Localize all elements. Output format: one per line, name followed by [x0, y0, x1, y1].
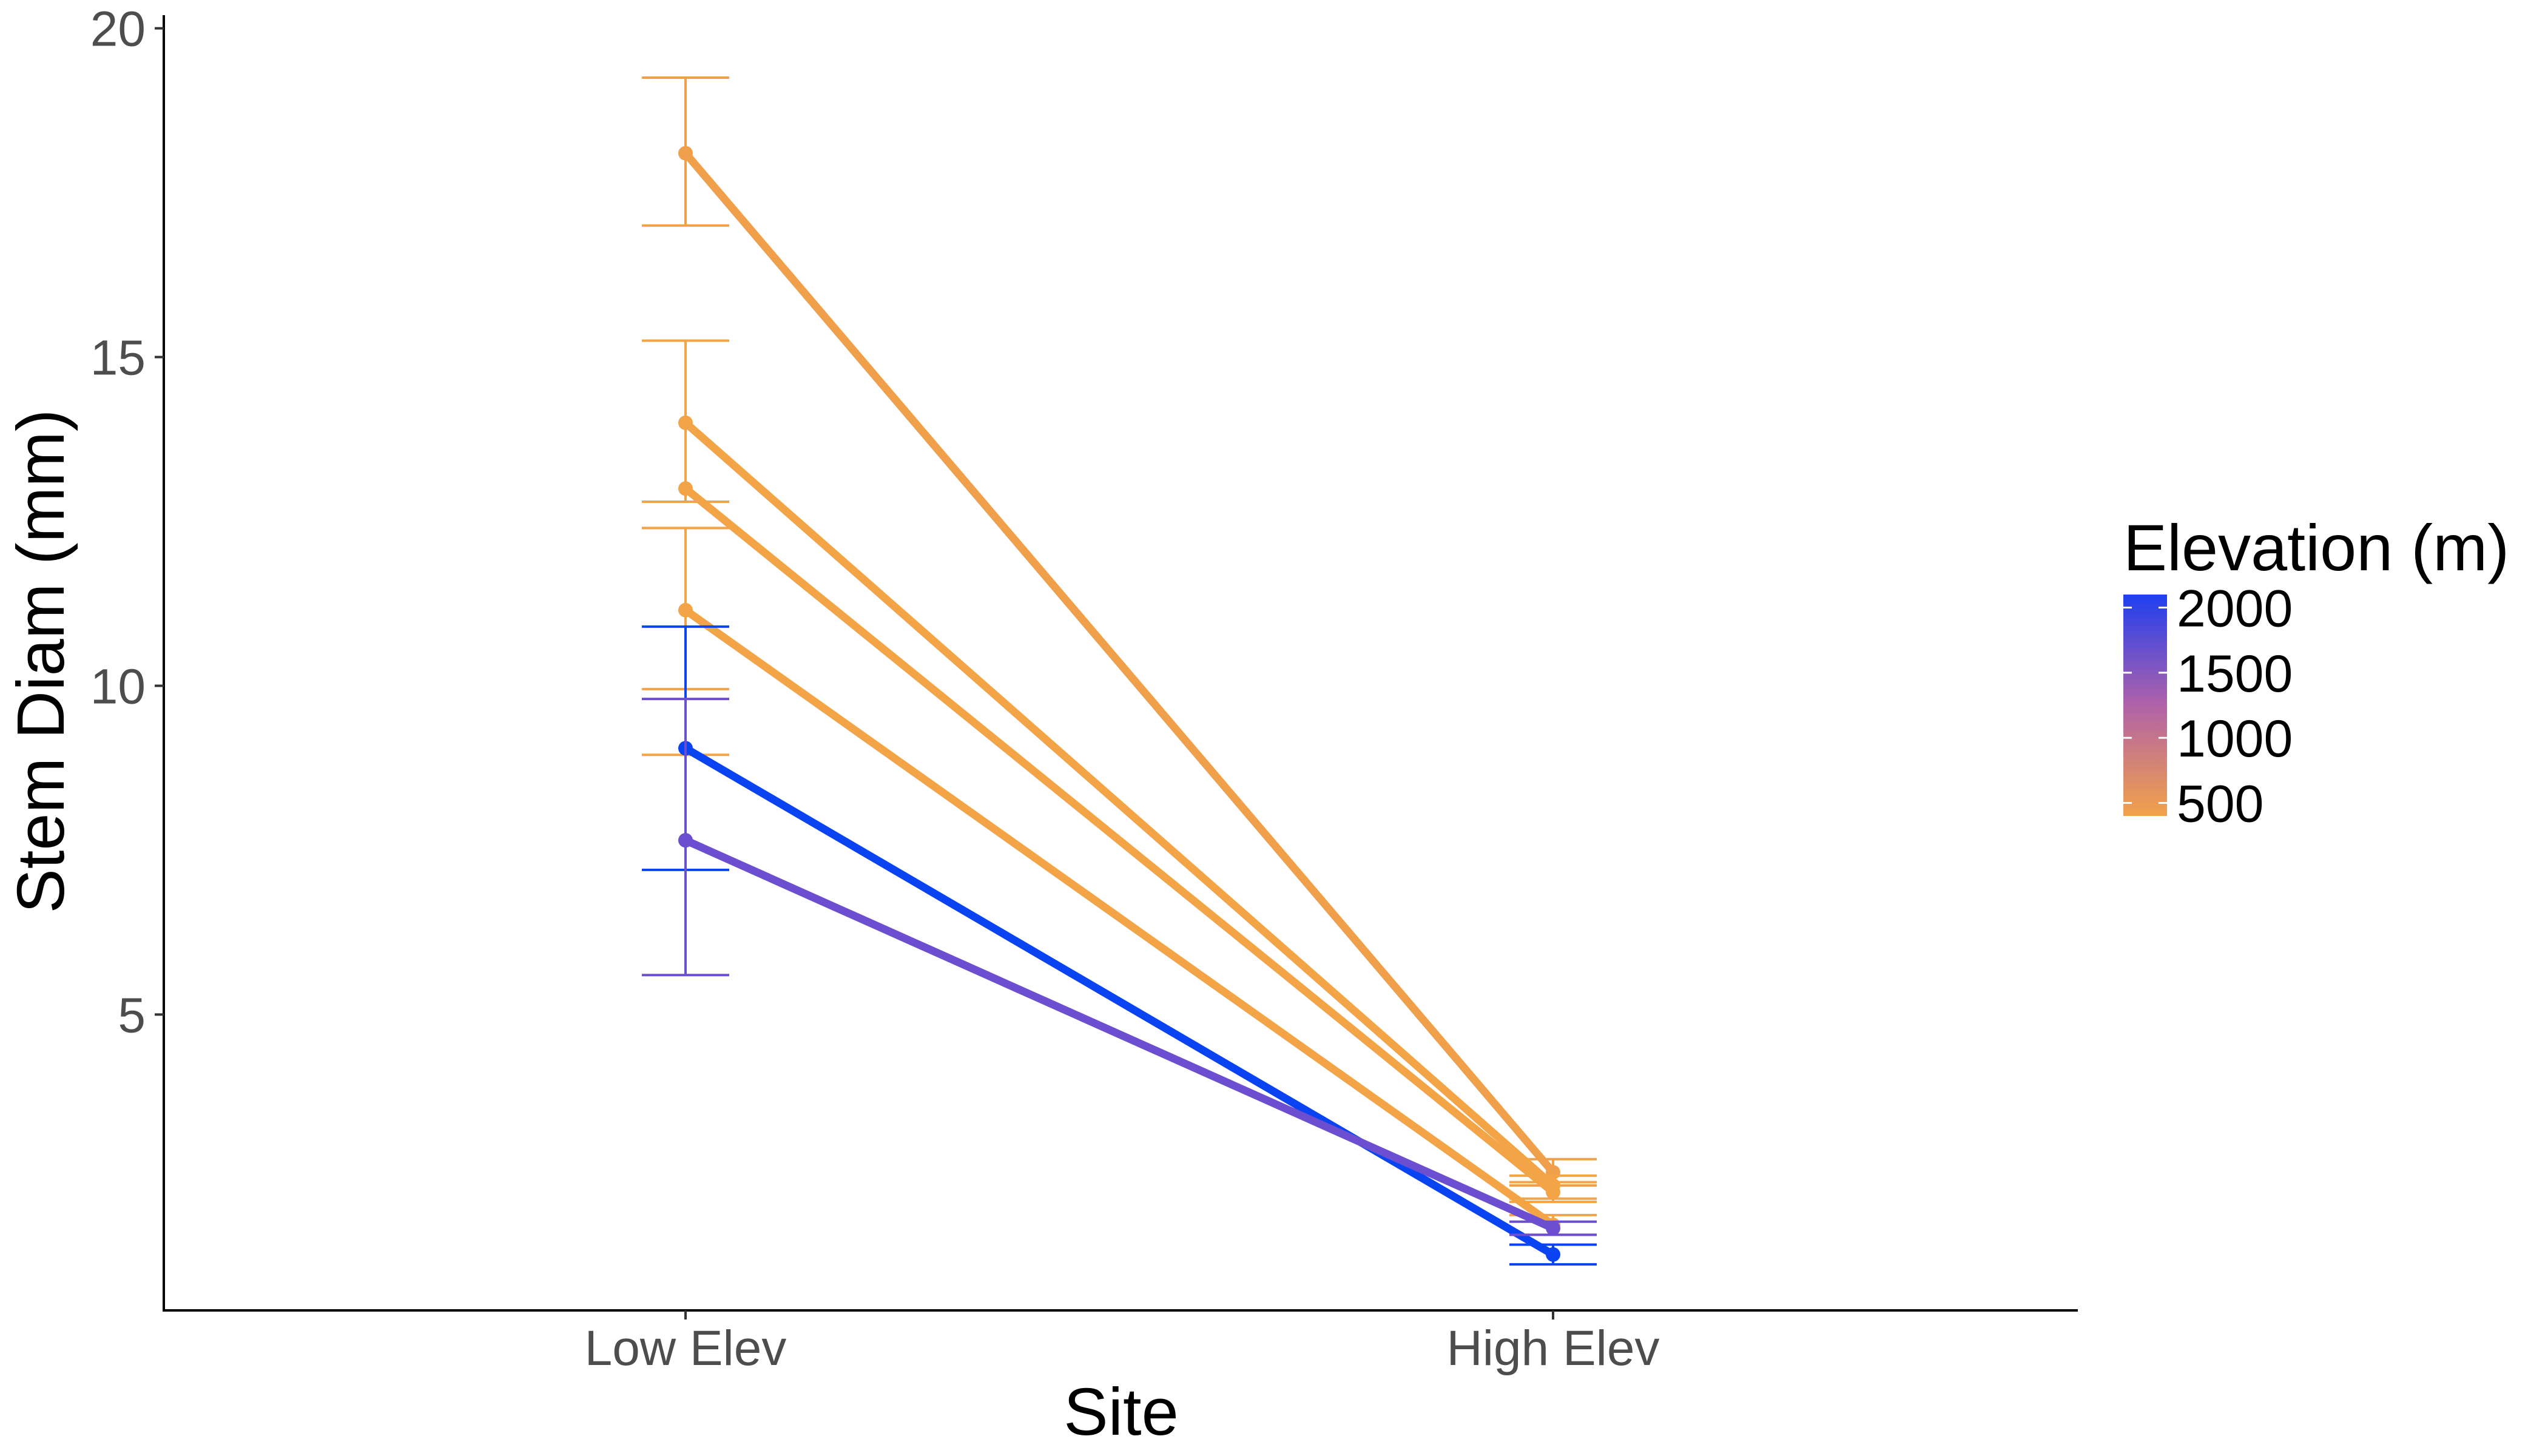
legend-label: 1500 — [2177, 645, 2293, 703]
series-line — [681, 419, 1557, 1190]
data-marks — [642, 76, 1597, 1266]
series-line — [681, 836, 1557, 1233]
data-point — [678, 602, 693, 618]
y-tick-label: 15 — [90, 331, 146, 386]
axes — [163, 15, 2078, 1312]
legend-label: 2000 — [2177, 579, 2293, 638]
data-point — [1546, 1221, 1560, 1236]
x-ticks: Low Elev High Elev — [585, 1310, 1660, 1376]
series-line — [681, 484, 1557, 1196]
series-line — [681, 149, 1557, 1176]
data-point — [678, 146, 693, 161]
series-line — [681, 606, 1557, 1229]
x-tick-label: Low Elev — [585, 1321, 787, 1376]
series-group — [642, 339, 1597, 1200]
x-axis-title: Site — [1063, 1375, 1179, 1449]
series-group — [642, 698, 1597, 1236]
series-group — [642, 625, 1597, 1266]
y-tick-label: 20 — [90, 2, 146, 57]
legend-ticks: 2000 1500 1000 500 — [2123, 579, 2293, 834]
data-point — [1546, 1184, 1560, 1199]
series-line — [681, 744, 1557, 1259]
legend-label: 500 — [2177, 775, 2264, 834]
data-point — [678, 481, 693, 496]
legend-title: Elevation (m) — [2123, 511, 2509, 584]
data-point — [678, 833, 693, 848]
data-point — [678, 415, 693, 430]
data-point — [1546, 1247, 1560, 1262]
legend: Elevation (m) 2000 1500 1000 500 — [2123, 511, 2509, 834]
series-group — [642, 76, 1597, 1187]
y-axis-title: Stem Diam (mm) — [4, 409, 78, 913]
y-tick-label: 10 — [90, 659, 146, 714]
legend-colorbar — [2123, 595, 2167, 816]
x-tick-label: High Elev — [1447, 1321, 1660, 1376]
y-tick-label: 5 — [118, 988, 146, 1043]
legend-label: 1000 — [2177, 710, 2293, 768]
y-ticks: 5 10 15 20 — [90, 2, 164, 1043]
